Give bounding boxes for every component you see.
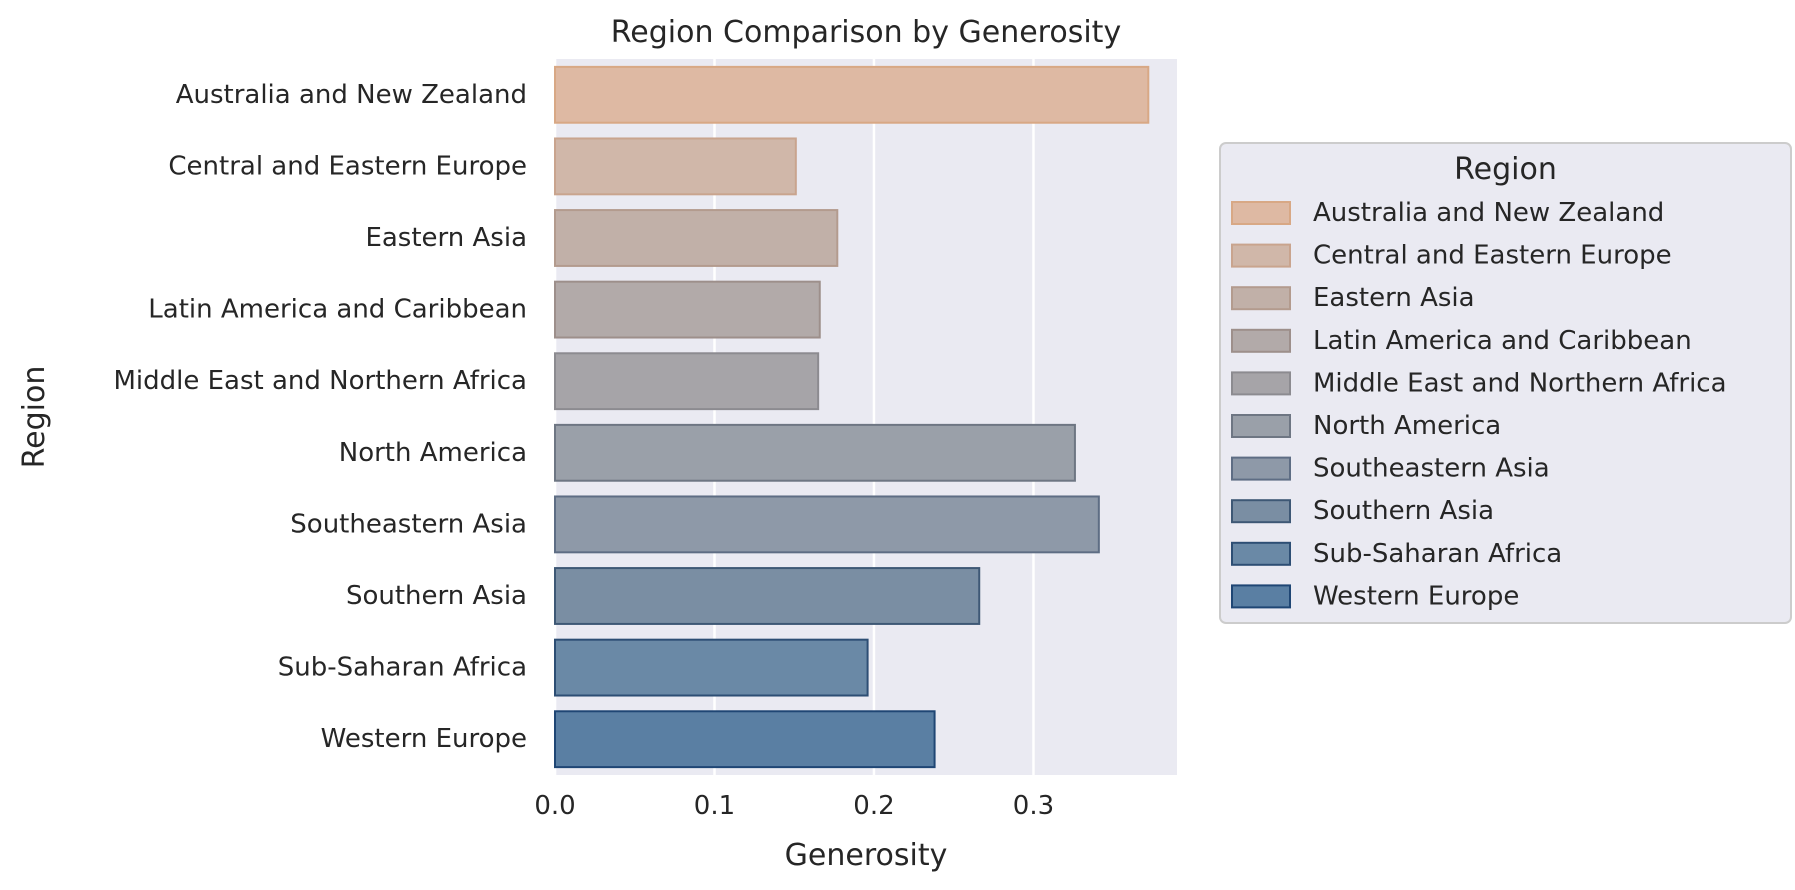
y-axis-label: Region	[17, 366, 52, 469]
legend-swatch-7	[1231, 499, 1291, 524]
bar-7	[554, 567, 981, 625]
bar-5	[554, 423, 1076, 482]
bar-6	[554, 495, 1100, 554]
legend-swatch-1	[1231, 243, 1291, 268]
y-tick-label-7: Southern Asia	[346, 581, 527, 611]
legend-label-4: Middle East and Northern Africa	[1313, 368, 1727, 398]
bar-9	[554, 710, 936, 769]
y-tick-label-6: Southeastern Asia	[290, 509, 527, 539]
x-tick-labels: 0.0 0.1 0.2 0.3	[534, 791, 1054, 821]
legend-title: Region	[1454, 152, 1557, 187]
y-tick-label-3: Latin America and Caribbean	[148, 295, 527, 325]
legend-label-0: Australia and New Zealand	[1313, 198, 1664, 228]
legend-label-2: Eastern Asia	[1313, 283, 1475, 313]
y-tick-label-4: Middle East and Northern Africa	[113, 366, 527, 396]
legend-swatch-4	[1231, 371, 1291, 396]
legend-frame	[1219, 142, 1792, 624]
y-tick-label-8: Sub-Saharan Africa	[278, 653, 527, 683]
x-axis-label: Generosity	[785, 838, 948, 873]
legend-label-5: North America	[1313, 411, 1501, 441]
y-tick-label-5: North America	[339, 438, 527, 468]
legend-swatch-0	[1231, 201, 1291, 225]
chart-title: Region Comparison by Generosity	[611, 15, 1121, 50]
legend: Region Australia and New Zealand Central …	[1219, 142, 1792, 624]
bar-4	[554, 352, 820, 411]
y-tick-label-9: Western Europe	[321, 724, 527, 754]
legend-swatch-9	[1231, 584, 1291, 609]
bars	[554, 65, 1150, 769]
bar-2	[554, 209, 839, 267]
legend-swatch-3	[1231, 328, 1291, 353]
legend-label-8: Sub-Saharan Africa	[1313, 539, 1562, 569]
legend-label-3: Latin America and Caribbean	[1313, 326, 1692, 356]
y-tick-label-0: Australia and New Zealand	[176, 80, 527, 110]
legend-label-9: Western Europe	[1313, 581, 1519, 611]
y-tick-labels: Australia and New Zealand Central and Eas…	[113, 80, 527, 754]
bar-1	[554, 137, 797, 196]
y-tick-label-1: Central and Eastern Europe	[168, 151, 527, 181]
legend-items: Australia and New Zealand Central and Eas…	[1231, 198, 1727, 611]
legend-swatch-8	[1231, 541, 1291, 566]
legend-swatch-2	[1231, 286, 1291, 311]
legend-swatch-6	[1231, 456, 1291, 481]
bar-0	[554, 65, 1150, 124]
legend-label-6: Southeastern Asia	[1313, 454, 1550, 484]
legend-label-7: Southern Asia	[1313, 496, 1494, 526]
x-tick-label-0: 0.0	[534, 791, 575, 821]
legend-label-1: Central and Eastern Europe	[1313, 241, 1672, 271]
y-tick-label-2: Eastern Asia	[365, 223, 527, 253]
bar-8	[554, 638, 869, 697]
x-tick-label-2: 0.2	[853, 791, 894, 821]
x-tick-label-3: 0.3	[1013, 791, 1054, 821]
bar-3	[554, 280, 821, 339]
legend-swatch-5	[1231, 414, 1291, 438]
x-tick-label-1: 0.1	[694, 791, 735, 821]
